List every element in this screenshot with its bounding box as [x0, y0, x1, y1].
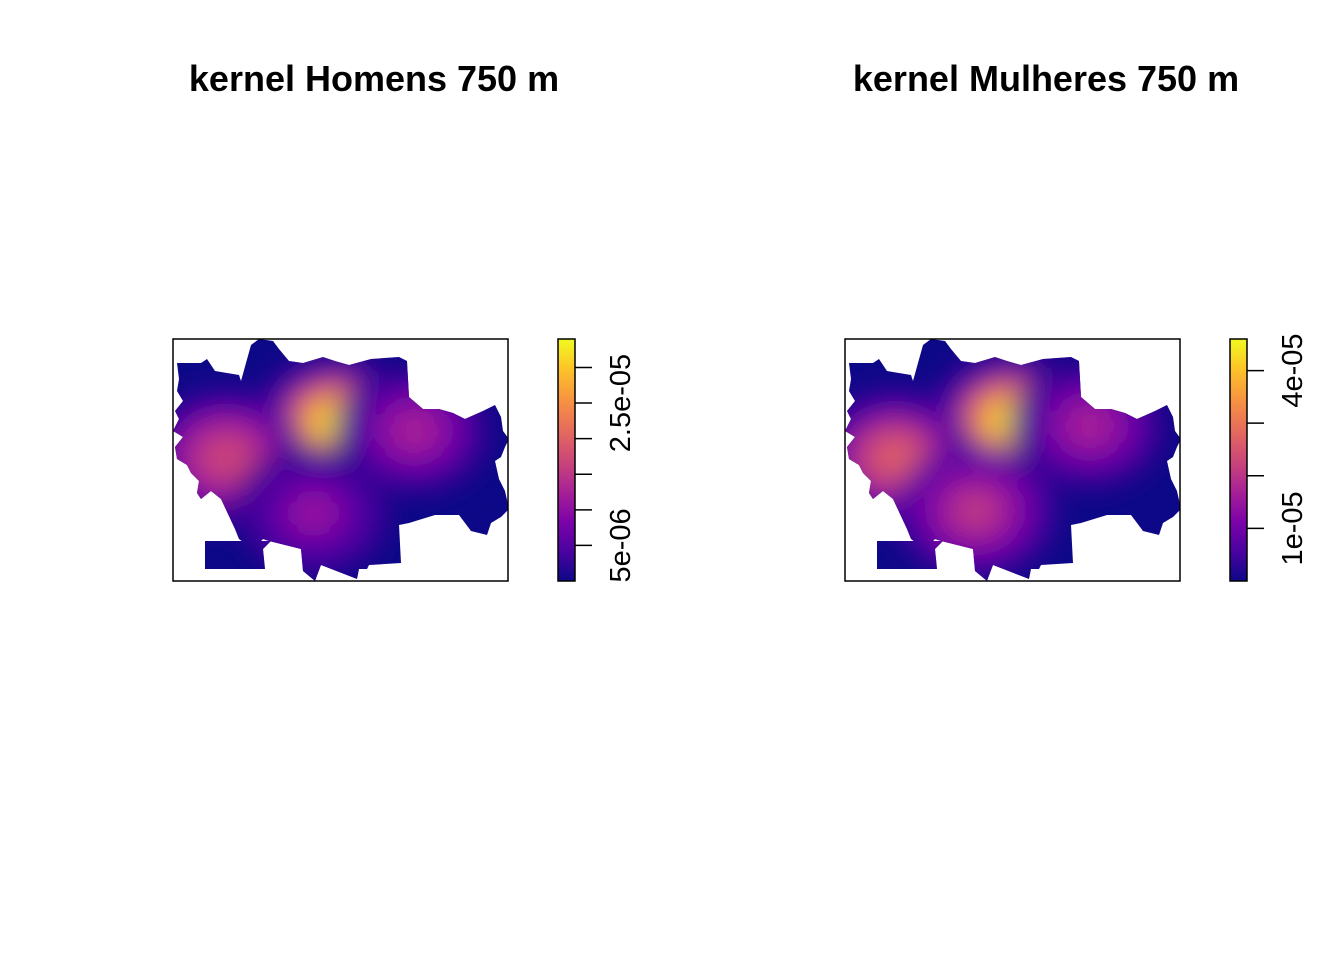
color-bar-ticks: 1e-05 4e-05 — [1247, 333, 1309, 565]
density-surface — [845, 339, 1180, 581]
hotspot-east — [333, 363, 495, 499]
color-bar-frame — [557, 338, 576, 582]
panel-mulheres: kernel Mulheres 750 m 1e-05 4e-05 — [844, 58, 1309, 582]
density-contour — [397, 416, 432, 445]
plot-frame — [844, 338, 1181, 582]
panel-title: kernel Homens 750 m — [189, 58, 559, 99]
density-contour — [209, 443, 244, 472]
hotspot-east — [1008, 358, 1171, 494]
density-contour — [958, 496, 993, 525]
density-surface — [173, 339, 508, 581]
color-bar-tick-label: 5e-06 — [605, 508, 637, 582]
color-bar-frame — [1229, 338, 1248, 582]
color-bar — [558, 339, 575, 581]
heatmap-map — [844, 338, 1181, 582]
plot-frame — [172, 338, 509, 582]
hotspot-south-central — [895, 443, 1057, 578]
color-bar-ticks: 5e-06 2.5e-05 — [575, 354, 637, 582]
panel-homens: kernel Homens 750 m 5e-06 2.5e-05 — [172, 58, 637, 582]
density-contour — [1072, 412, 1107, 441]
color-legend: 5e-06 2.5e-05 — [557, 338, 637, 582]
panel-title: kernel Mulheres 750 m — [853, 58, 1239, 99]
color-bar — [1230, 339, 1247, 581]
density-contour — [296, 499, 331, 528]
color-bar-tick-label: 1e-05 — [1277, 491, 1309, 565]
density-contour — [878, 443, 913, 472]
heatmap-map — [172, 338, 509, 582]
color-legend: 1e-05 4e-05 — [1229, 333, 1309, 582]
color-bar-tick-label: 4e-05 — [1277, 333, 1309, 407]
color-bar-tick-label: 2.5e-05 — [605, 354, 637, 452]
